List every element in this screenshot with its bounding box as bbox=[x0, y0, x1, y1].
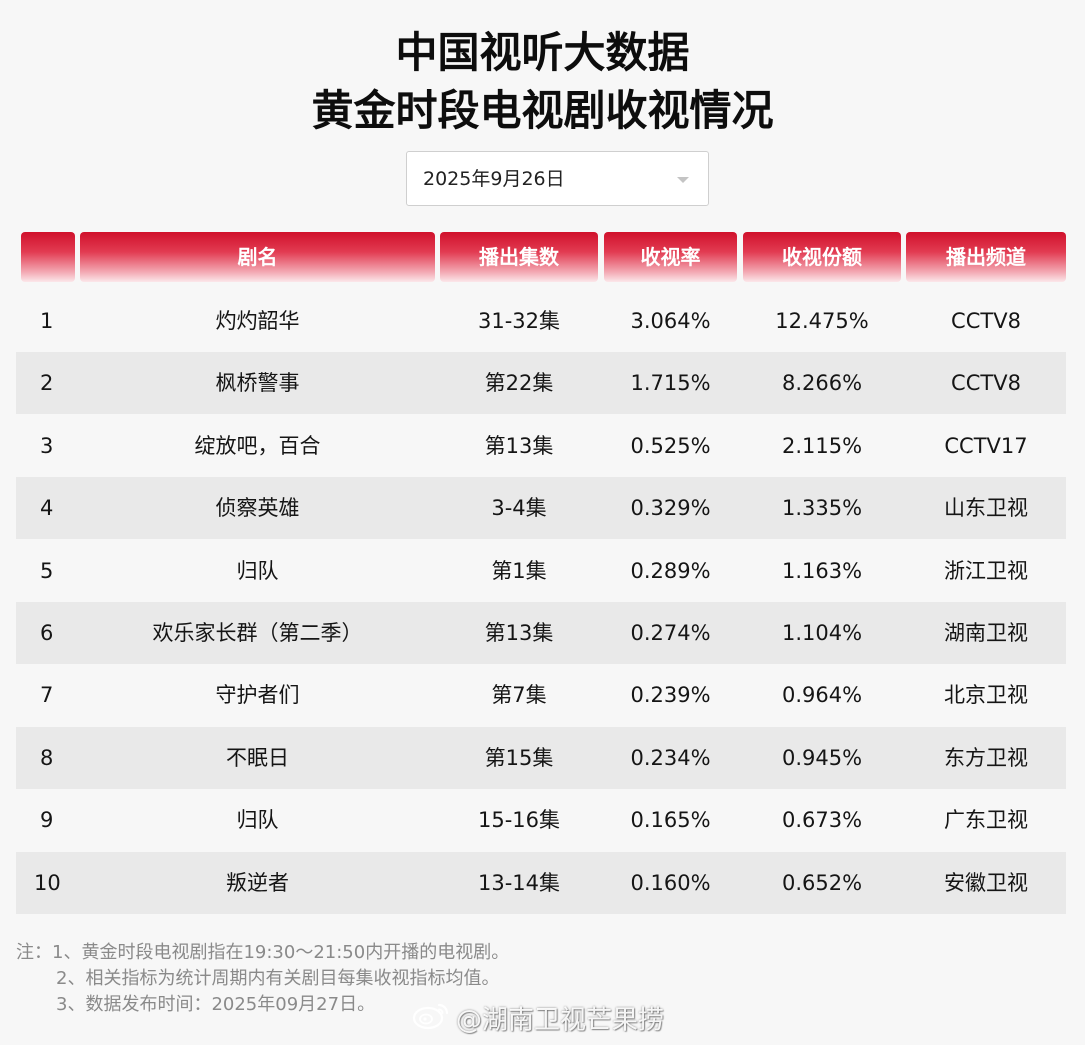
channel-cell: 北京卫视 bbox=[944, 683, 1028, 708]
share-cell: 0.673% bbox=[781, 808, 863, 833]
drama-name-cell: 归队 bbox=[236, 558, 279, 583]
header-rating: 收视率 bbox=[604, 232, 737, 282]
rating-cell: 0.234% bbox=[630, 745, 711, 770]
footnote-2: 2、相关指标为统计周期内有关剧目每集收视指标均值。 bbox=[56, 968, 500, 989]
table-row: 7 守护者们 第7集 0.239% 0.964% 北京卫视 bbox=[16, 664, 1066, 726]
channel-cell: CCTV8 bbox=[951, 371, 1021, 396]
share-cell: 12.475% bbox=[775, 309, 869, 333]
rank-cell: 7 bbox=[40, 683, 54, 708]
rating-cell: 0.160% bbox=[630, 870, 711, 895]
drama-name-cell: 灼灼韶华 bbox=[215, 309, 300, 333]
rating-cell: 0.525% bbox=[630, 433, 711, 458]
drama-name-cell: 欢乐家长群（第二季） bbox=[152, 621, 363, 645]
footnote-1: 注：1、黄金时段电视剧指在19:30～21:50内开播的电视剧。 bbox=[16, 942, 510, 963]
channel-cell: CCTV17 bbox=[944, 433, 1028, 458]
table-row: 10 叛逆者 13-14集 0.160% 0.652% 安徽卫视 bbox=[16, 851, 1066, 914]
header-share: 收视份额 bbox=[743, 232, 901, 282]
header-channel: 播出频道 bbox=[906, 232, 1066, 282]
drama-name-cell: 绽放吧，百合 bbox=[194, 433, 321, 458]
page-title-line-1: 中国视听大数据 bbox=[395, 28, 690, 77]
chevron-down-icon bbox=[677, 177, 689, 183]
table-row: 5 归队 第1集 0.289% 1.163% 浙江卫视 bbox=[16, 540, 1066, 602]
channel-cell: 安徽卫视 bbox=[944, 870, 1028, 895]
episodes-cell: 第13集 bbox=[484, 621, 554, 645]
share-cell: 8.266% bbox=[781, 371, 863, 396]
drama-name-cell: 叛逆者 bbox=[226, 870, 289, 895]
header-drama-name: 剧名 bbox=[80, 232, 435, 282]
channel-cell: 广东卫视 bbox=[944, 808, 1028, 833]
channel-cell: 东方卫视 bbox=[944, 745, 1028, 770]
episodes-cell: 13-14集 bbox=[477, 870, 561, 895]
rating-cell: 0.289% bbox=[630, 558, 711, 583]
rank-cell: 2 bbox=[40, 371, 54, 396]
drama-name-cell: 枫桥警事 bbox=[215, 371, 300, 396]
episodes-cell: 第13集 bbox=[484, 433, 554, 458]
episodes-cell: 第1集 bbox=[491, 558, 547, 583]
rating-cell: 1.715% bbox=[630, 371, 711, 396]
drama-name-cell: 不眠日 bbox=[226, 745, 289, 770]
table-row: 3 绽放吧，百合 第13集 0.525% 2.115% CCTV17 bbox=[16, 415, 1066, 477]
share-cell: 1.163% bbox=[781, 558, 863, 583]
table-row: 4 侦察英雄 3-4集 0.329% 1.335% 山东卫视 bbox=[16, 477, 1066, 540]
rank-cell: 6 bbox=[40, 621, 54, 645]
share-cell: 0.964% bbox=[781, 683, 863, 708]
table-row: 2 枫桥警事 第22集 1.715% 8.266% CCTV8 bbox=[16, 352, 1066, 415]
episodes-cell: 15-16集 bbox=[477, 808, 561, 833]
table-row: 9 归队 15-16集 0.165% 0.673% 广东卫视 bbox=[16, 789, 1066, 851]
share-cell: 2.115% bbox=[781, 433, 863, 458]
episodes-cell: 3-4集 bbox=[491, 496, 547, 521]
watermark: @湖南卫视芒果捞 bbox=[412, 1000, 664, 1040]
rating-cell: 0.329% bbox=[630, 496, 711, 521]
episodes-cell: 31-32集 bbox=[477, 309, 561, 333]
header-rank bbox=[21, 232, 75, 282]
date-select-value: 2025年9月26日 bbox=[423, 168, 565, 190]
table-row: 8 不眠日 第15集 0.234% 0.945% 东方卫视 bbox=[16, 726, 1066, 789]
rating-cell: 0.165% bbox=[630, 808, 711, 833]
table-row: 1 灼灼韶华 31-32集 3.064% 12.475% CCTV8 bbox=[16, 290, 1066, 352]
weibo-icon bbox=[412, 1000, 450, 1042]
table-row: 6 欢乐家长群（第二季） 第13集 0.274% 1.104% 湖南卫视 bbox=[16, 602, 1066, 664]
channel-cell: CCTV8 bbox=[951, 309, 1021, 333]
channel-cell: 山东卫视 bbox=[944, 496, 1028, 521]
episodes-cell: 第15集 bbox=[484, 745, 554, 770]
rating-cell: 0.274% bbox=[630, 621, 711, 645]
rank-cell: 1 bbox=[40, 309, 54, 333]
share-cell: 1.335% bbox=[781, 496, 863, 521]
date-select[interactable]: 2025年9月26日 bbox=[406, 151, 709, 206]
episodes-cell: 第7集 bbox=[491, 683, 547, 708]
watermark-text: @湖南卫视芒果捞 bbox=[456, 1005, 665, 1036]
drama-name-cell: 归队 bbox=[236, 808, 279, 833]
channel-cell: 湖南卫视 bbox=[944, 621, 1028, 645]
drama-name-cell: 侦察英雄 bbox=[215, 496, 300, 521]
footnote-3: 3、数据发布时间：2025年09月27日。 bbox=[56, 994, 376, 1015]
page-title-line-2: 黄金时段电视剧收视情况 bbox=[311, 86, 774, 135]
share-cell: 0.945% bbox=[781, 745, 863, 770]
rank-cell: 3 bbox=[40, 433, 54, 458]
episodes-cell: 第22集 bbox=[484, 371, 554, 396]
rank-cell: 10 bbox=[34, 870, 61, 895]
header-episodes: 播出集数 bbox=[440, 232, 598, 282]
rank-cell: 9 bbox=[40, 808, 54, 833]
rank-cell: 8 bbox=[40, 745, 54, 770]
channel-cell: 浙江卫视 bbox=[944, 558, 1028, 583]
share-cell: 1.104% bbox=[781, 621, 863, 645]
rank-cell: 4 bbox=[40, 496, 54, 521]
drama-name-cell: 守护者们 bbox=[215, 683, 300, 708]
rating-cell: 3.064% bbox=[630, 309, 711, 333]
rank-cell: 5 bbox=[40, 558, 54, 583]
share-cell: 0.652% bbox=[781, 870, 863, 895]
rating-cell: 0.239% bbox=[630, 683, 711, 708]
